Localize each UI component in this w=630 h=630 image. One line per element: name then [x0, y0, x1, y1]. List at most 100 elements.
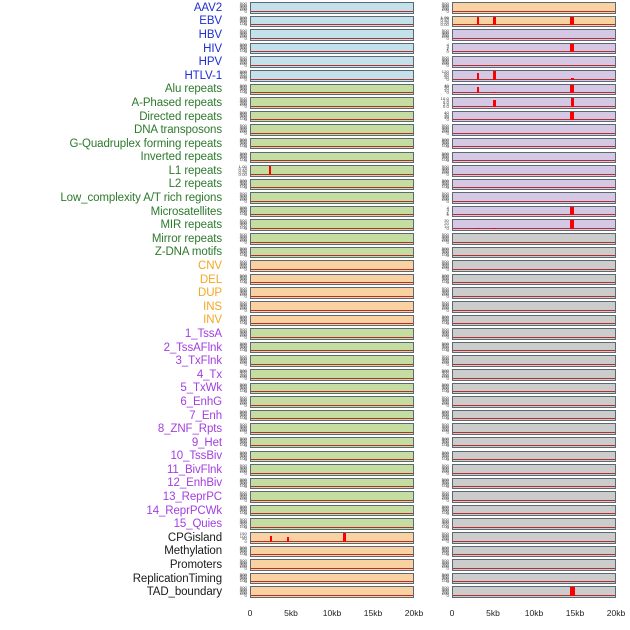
baseline: [453, 336, 615, 338]
baseline: [251, 459, 413, 461]
y-tick-label: 100: [239, 469, 247, 474]
y-tick-label: 300: [239, 4, 247, 9]
y-axis: 500 400 300 200 100 0: [228, 219, 249, 231]
y-axis: 500 400 300 200 100 0: [430, 313, 451, 327]
y-tick-label: 200: [239, 549, 247, 555]
y-tick-label: 400: [239, 342, 247, 348]
y-axis: 500 400 300 200 100 0: [228, 545, 249, 558]
track-plot: [452, 273, 616, 286]
y-tick-label: 400: [239, 587, 247, 592]
y-axis: 500 400 300 200 100 0: [228, 82, 249, 96]
y-tick-label: 100: [441, 170, 449, 175]
baseline: [251, 24, 413, 26]
y-tick-label: 200: [441, 563, 449, 568]
y-tick-label: 200: [441, 495, 449, 500]
y-tick-label: 500: [441, 28, 449, 34]
y-axis: 500 400 300 200 100 0: [228, 260, 249, 272]
baseline: [453, 323, 615, 325]
baseline: [453, 513, 615, 515]
y-tick-label: 0: [244, 158, 247, 163]
y-tick-label: 500: [441, 137, 449, 142]
y-tick-label: 200: [239, 196, 247, 201]
y-tick-label: 500: [239, 82, 247, 88]
track-plot: [250, 450, 414, 463]
track-plot: [250, 464, 414, 476]
y-tick-label: 300: [239, 72, 247, 77]
track-plot: [452, 165, 616, 177]
track-label: Low_complexity A/T rich regions: [60, 192, 222, 205]
x-axis: 0 5kb 10kb 15kb 20kb: [450, 602, 626, 622]
y-tick-label: 500: [239, 300, 247, 305]
y-axis: 500 400 300 200 100 0: [430, 178, 451, 191]
y-tick-label: 500: [239, 1, 247, 6]
left-panel: 500 400 300 200 100 0 500 400 300 200 100 0 500 400 30…: [228, 0, 423, 618]
y-tick-label: 200: [239, 345, 247, 351]
y-tick-label: 0: [244, 552, 247, 558]
baseline: [251, 119, 413, 121]
y-tick-label: 0: [446, 484, 449, 490]
track-plot: [250, 532, 414, 544]
y-tick-label: 400: [441, 274, 449, 280]
y-tick-label: 100: [239, 333, 247, 339]
y-tick-label: 0: [446, 76, 449, 82]
track-label: DEL: [199, 273, 222, 286]
y-tick-label: 20: [444, 221, 449, 226]
y-tick-label: 0: [446, 375, 449, 381]
y-axis: 500 400 300 200 100 0: [430, 273, 451, 286]
y-tick-label: 100: [239, 48, 247, 53]
y-tick-label: 100: [239, 129, 247, 135]
y-tick-label: 400: [239, 138, 247, 144]
track-plot: [250, 178, 414, 191]
y-tick-label: 500: [441, 531, 449, 536]
track-plot: [250, 491, 414, 503]
y-tick-label: 500: [441, 368, 449, 373]
y-tick-label: 0: [244, 416, 247, 422]
y-tick-label: 10: [444, 115, 449, 121]
y-tick-label: 200: [441, 277, 449, 283]
y-tick-label: 500: [441, 313, 449, 319]
y-tick-label: 400: [239, 464, 247, 470]
y-tick-label: 400: [441, 396, 449, 402]
y-tick-label: 400: [441, 233, 449, 239]
y-tick-label: 400: [239, 233, 247, 239]
y-axis: 500 400 300 200 100 0: [228, 436, 249, 449]
track-plot: [250, 504, 414, 517]
y-tick-label: 100: [441, 523, 449, 529]
y-tick-label: 400: [239, 288, 247, 293]
y-tick-label: 100: [239, 143, 247, 148]
y-tick-label: 3: [446, 43, 449, 49]
y-tick-label: 400: [239, 505, 247, 511]
y-tick-label: 0: [446, 566, 449, 571]
y-tick-label: 300: [239, 99, 247, 105]
track-plot: [452, 192, 616, 204]
baseline: [453, 554, 615, 556]
y-tick-label: 0: [446, 239, 449, 245]
y-tick-label: 0: [446, 226, 449, 231]
track-label: 5_TxWk: [180, 382, 222, 395]
y-axis: 500 400 300 200 100 0: [430, 192, 451, 204]
y-tick-label: 200: [239, 359, 247, 364]
y-tick-label: 300: [239, 194, 247, 200]
y-tick-label: 300: [441, 493, 449, 499]
y-tick-label: 100: [441, 7, 449, 12]
y-tick-label: 400: [441, 301, 449, 307]
baseline: [251, 228, 413, 230]
y-tick-label: 1: [446, 47, 449, 53]
y-tick-label: 0: [244, 307, 247, 313]
y-tick-label: 500: [239, 327, 247, 333]
y-tick-label: 300: [441, 588, 449, 594]
y-tick-label: 400: [239, 383, 247, 388]
y-tick-label: 300: [239, 303, 247, 308]
baseline: [251, 336, 413, 338]
y-tick-label: 300: [239, 466, 247, 471]
y-tick-label: 400: [239, 125, 247, 130]
y-tick-label: 0: [446, 402, 449, 408]
data-spike: [268, 166, 271, 175]
y-tick-label: 300: [239, 276, 247, 281]
y-tick-label: 500: [239, 109, 247, 115]
y-axis: 500 400 300 200 100 0: [430, 341, 451, 354]
y-tick-label: 300: [239, 588, 247, 594]
y-axis: 500 400 300 200 100 0: [430, 56, 451, 68]
y-tick-label: 0: [446, 443, 449, 449]
y-tick-label: 0: [244, 212, 247, 218]
